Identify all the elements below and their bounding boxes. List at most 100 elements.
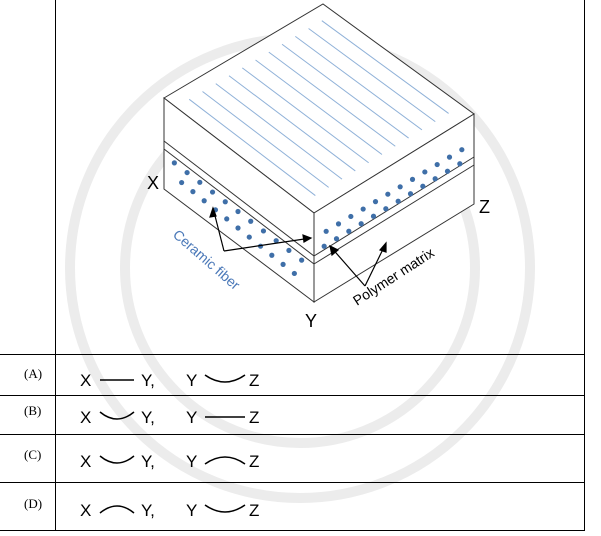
fiber-dot [224,216,230,222]
fiber-dot [179,179,185,186]
fiber-dot [209,189,216,195]
option-to-2: Z [249,408,259,427]
option-to-1: Y, [141,501,155,520]
curve-shape-2 [204,504,246,513]
fiber-dot [273,238,279,244]
fiber-dot [190,189,196,195]
fiber-dots [171,147,465,277]
fiber-dot [323,228,329,234]
label-y: Y [305,311,317,331]
option-to-2: Z [249,371,259,390]
option-row[interactable]: (B) X Y, Y Z [24,403,259,427]
fiber-line [241,67,369,164]
fiber-dot [280,261,286,267]
fiber-dot [420,183,426,189]
label-z: Z [479,197,490,217]
fiber-dot [335,221,342,227]
fiber-dot [260,228,267,234]
option-row[interactable]: (C) X Y, Y Z [24,447,259,471]
fiber-line [281,43,409,139]
fiber-dot [321,243,327,249]
fiber-dot [235,208,241,215]
fiber-dot [248,218,254,224]
fiber-dot [286,247,292,254]
fiber-dot [269,252,275,258]
label-x: X [147,173,159,193]
fiber-line [321,20,449,114]
option-to-1: Y, [141,408,155,427]
fiber-dot [409,176,416,182]
fiber-dot [346,228,352,234]
composite-block [163,3,475,304]
option-letter: (C) [24,447,41,462]
fiber-dot [299,257,305,263]
fiber-line [308,28,436,123]
fiber-dot [370,213,377,219]
fiber-dot [397,184,403,190]
fiber-dot [291,270,297,277]
fiber-line [255,59,383,155]
fiber-dot [184,169,190,176]
fiber-dot [171,160,177,166]
fiber-dot [358,221,364,227]
ceramic-arrow-2 [223,237,312,252]
curve-shape-1 [99,505,135,514]
option-from-1: X [80,501,91,520]
fiber-line [268,51,396,147]
fiber-dot [444,168,451,174]
fiber-line [215,83,343,180]
table-grid [0,0,585,531]
fiber-dot [246,234,252,240]
options-list: (A) X Y, Y Z (B) X Y, Y Z (C) X Y, Y Z (D) X Y, Y Z [24,366,259,520]
option-to-1: Y, [141,452,155,471]
fiber-dot [201,198,207,204]
fiber-dot [395,198,401,204]
fiber-dot [385,191,391,197]
option-letter: (D) [24,496,42,511]
curve-shape-1 [99,455,135,464]
fiber-dot [383,206,389,212]
fiber-dot [407,191,414,197]
fiber-lines-top [188,20,449,196]
option-from-1: X [80,452,91,471]
option-from-2: Y [186,371,197,390]
fiber-line [228,75,356,172]
option-to-2: Z [249,452,259,471]
curve-shape-2 [204,374,246,383]
right-layer-line-lower [313,164,475,265]
option-row[interactable]: (D) X Y, Y Z [24,496,259,520]
option-from-2: Y [186,408,197,427]
option-to-1: Y, [141,371,155,390]
curve-shape-1 [99,411,135,420]
option-row[interactable]: (A) X Y, Y Z [24,366,259,390]
fiber-dot [235,225,241,231]
fiber-line [202,91,329,188]
fiber-dot [360,206,366,212]
fiber-dot [372,199,379,205]
option-from-2: Y [186,452,197,471]
fiber-dot [333,236,340,242]
fiber-dot [422,169,428,175]
fiber-dot [457,161,463,167]
curve-shape-2 [204,456,246,465]
fiber-line [295,35,423,131]
option-from-1: X [80,408,91,427]
fiber-dot [459,147,465,153]
option-from-2: Y [186,501,197,520]
fiber-dot [197,179,203,185]
option-to-2: Z [249,501,259,520]
option-letter: (A) [24,366,42,381]
polymer-arrow-1 [329,245,366,287]
block-right-face [313,113,475,303]
left-layer-line-lower [163,148,315,265]
option-letter: (B) [24,403,41,418]
fiber-dot [432,176,438,182]
left-layer-line-upper [163,140,315,257]
fiber-dot [348,213,354,220]
fiber-dot [446,154,453,160]
annotation-arrows [209,206,387,287]
fiber-dot [434,161,440,168]
option-from-1: X [80,371,91,390]
fiber-line [188,98,316,196]
